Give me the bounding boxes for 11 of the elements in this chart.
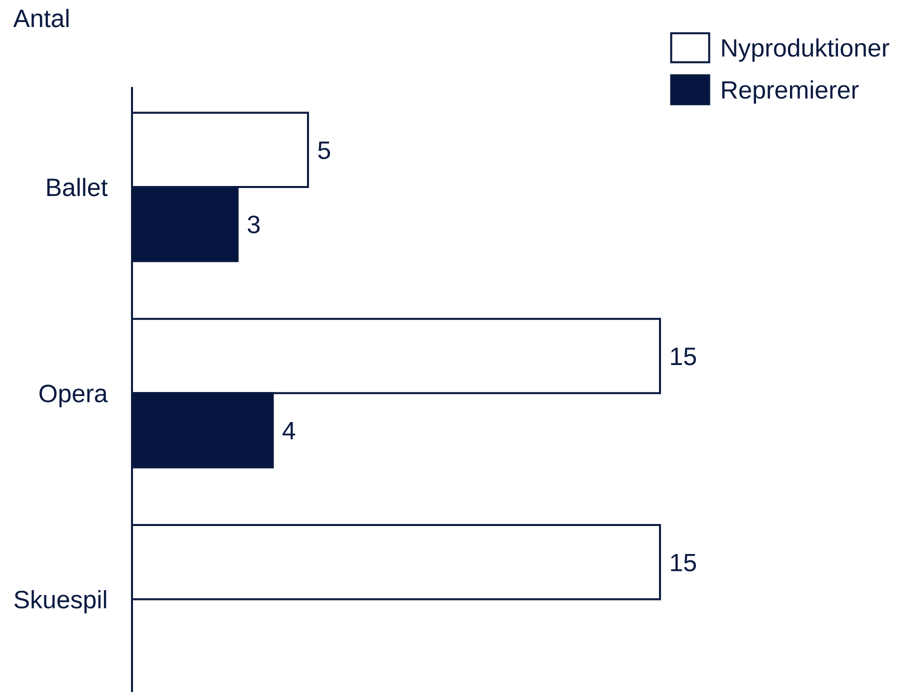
legend-label: Repremierer <box>722 80 859 104</box>
y-tick-label: Opera <box>40 384 108 408</box>
y-tick-label: Ballet <box>47 178 108 196</box>
data-label: 4 <box>282 422 296 440</box>
data-label: 15 <box>671 554 696 572</box>
data-label: 15 <box>671 348 696 366</box>
data-label: 5 <box>318 142 330 160</box>
x-axis-title: Antal <box>13 8 68 28</box>
data-label: 3 <box>248 216 260 234</box>
legend-label: Nyproduktioner <box>722 38 890 62</box>
y-tick-label: Skuespil <box>14 590 106 614</box>
